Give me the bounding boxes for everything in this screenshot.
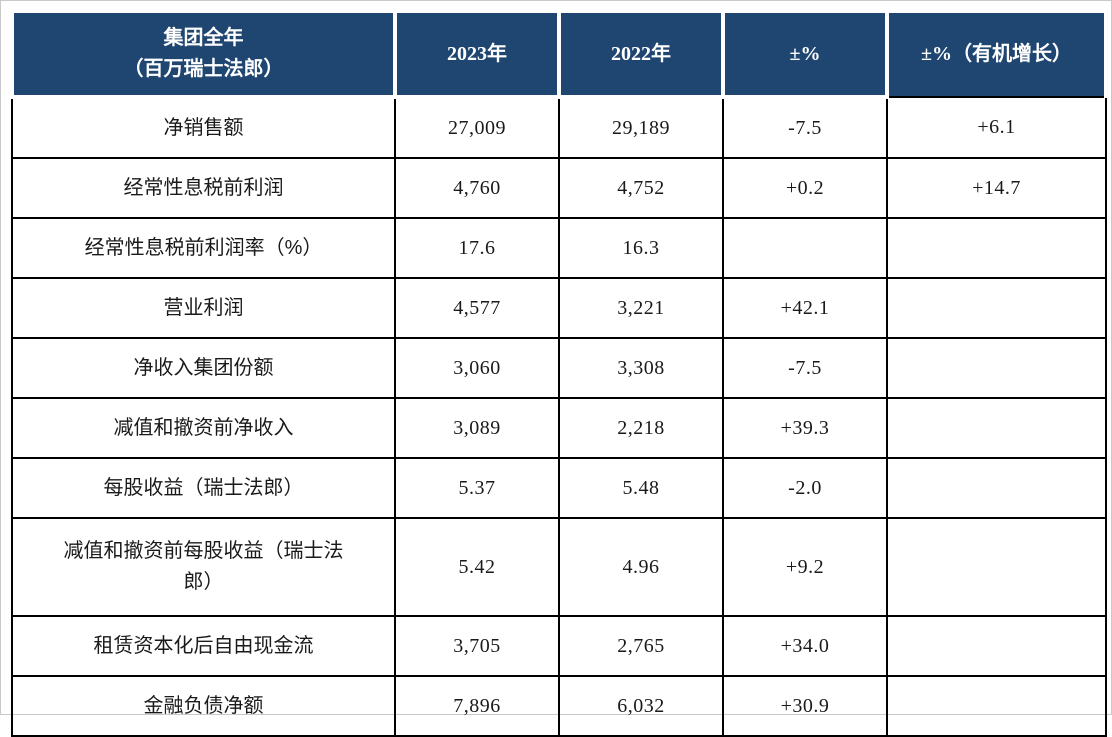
value-change-pct: +42.1 xyxy=(722,277,888,339)
group-financials-table: 集团全年 （百万瑞士法郎） 2023年 2022年 ±% ±%（有机增长） 净销… xyxy=(10,9,1108,737)
row-label: 减值和撤资前每股收益（瑞士法郎） xyxy=(11,517,396,617)
table-row-recurring-ebit: 经常性息税前利润 4,760 4,752 +0.2 +14.7 xyxy=(11,157,1107,219)
table-header-row: 集团全年 （百万瑞士法郎） 2023年 2022年 ±% ±%（有机增长） xyxy=(10,9,1108,99)
table-row-net-financial-debt: 金融负债净额 7,896 6,032 +30.9 xyxy=(11,675,1107,737)
table-row-free-cash-flow: 租赁资本化后自由现金流 3,705 2,765 +34.0 xyxy=(11,615,1107,677)
table-row-eps: 每股收益（瑞士法郎） 5.37 5.48 -2.0 xyxy=(11,457,1107,519)
table-row-net-income-before-impairment: 减值和撤资前净收入 3,089 2,218 +39.3 xyxy=(11,397,1107,459)
value-2023: 27,009 xyxy=(394,96,560,159)
value-change-pct: +9.2 xyxy=(722,517,888,617)
value-2023: 4,577 xyxy=(394,277,560,339)
value-organic xyxy=(886,397,1107,459)
value-2022: 2,765 xyxy=(558,615,724,677)
value-organic xyxy=(886,517,1107,617)
row-label: 租赁资本化后自由现金流 xyxy=(11,615,396,677)
header-organic-growth: ±%（有机增长） xyxy=(885,9,1108,98)
table-row-recurring-ebit-margin: 经常性息税前利润率（%） 17.6 16.3 xyxy=(11,217,1107,279)
value-2023: 5.37 xyxy=(394,457,560,519)
value-change-pct: -2.0 xyxy=(722,457,888,519)
table-row-eps-before-impairment: 减值和撤资前每股收益（瑞士法郎） 5.42 4.96 +9.2 xyxy=(11,517,1107,617)
row-label: 经常性息税前利润 xyxy=(11,157,396,219)
value-2022: 16.3 xyxy=(558,217,724,279)
value-change-pct: -7.5 xyxy=(722,337,888,399)
value-2023: 17.6 xyxy=(394,217,560,279)
value-2022: 29,189 xyxy=(558,96,724,159)
value-organic xyxy=(886,675,1107,737)
value-2023: 3,060 xyxy=(394,337,560,399)
header-year-2022: 2022年 xyxy=(557,9,725,99)
row-label: 营业利润 xyxy=(11,277,396,339)
value-2023: 4,760 xyxy=(394,157,560,219)
header-metric: 集团全年 （百万瑞士法郎） xyxy=(10,9,397,99)
row-label-text: 净收入集团份额 xyxy=(133,356,274,379)
row-label: 净销售额 xyxy=(11,96,396,159)
row-label-text: 减值和撤资前净收入 xyxy=(113,416,294,439)
value-2023: 7,896 xyxy=(394,675,560,737)
value-2022: 3,308 xyxy=(558,337,724,399)
row-label-text: 租赁资本化后自由现金流 xyxy=(93,634,314,657)
row-label-text: 减值和撤资前每股收益（瑞士法郎） xyxy=(63,540,344,593)
value-organic: +14.7 xyxy=(886,157,1107,219)
row-label-text: 金融负债净额 xyxy=(143,694,264,717)
value-2023: 3,705 xyxy=(394,615,560,677)
value-change-pct: +39.3 xyxy=(722,397,888,459)
value-2023: 3,089 xyxy=(394,397,560,459)
value-organic xyxy=(886,457,1107,519)
row-label: 净收入集团份额 xyxy=(11,337,396,399)
row-label: 减值和撤资前净收入 xyxy=(11,397,396,459)
value-organic xyxy=(886,615,1107,677)
row-label: 每股收益（瑞士法郎） xyxy=(11,457,396,519)
value-2022: 3,221 xyxy=(558,277,724,339)
value-change-pct xyxy=(722,217,888,279)
value-organic xyxy=(886,337,1107,399)
value-change-pct: +34.0 xyxy=(722,615,888,677)
row-label: 金融负债净额 xyxy=(11,675,396,737)
value-change-pct: +0.2 xyxy=(722,157,888,219)
value-2022: 2,218 xyxy=(558,397,724,459)
row-label-text: 经常性息税前利润 xyxy=(123,176,284,199)
value-organic xyxy=(886,277,1107,339)
row-label-text: 净销售额 xyxy=(163,116,244,139)
header-year-2023: 2023年 xyxy=(393,9,561,99)
value-2022: 6,032 xyxy=(558,675,724,737)
value-organic: +6.1 xyxy=(886,96,1107,159)
value-change-pct: +30.9 xyxy=(722,675,888,737)
value-2023: 5.42 xyxy=(394,517,560,617)
header-change-pct: ±% xyxy=(721,9,889,99)
table-row-net-income-group-share: 净收入集团份额 3,060 3,308 -7.5 xyxy=(11,337,1107,399)
row-label: 经常性息税前利润率（%） xyxy=(11,217,396,279)
value-2022: 4,752 xyxy=(558,157,724,219)
table-row-net-sales: 净销售额 27,009 29,189 -7.5 +6.1 xyxy=(11,96,1107,159)
row-label-text: 营业利润 xyxy=(163,296,244,319)
value-change-pct: -7.5 xyxy=(722,96,888,159)
row-label-text: 每股收益（瑞士法郎） xyxy=(103,476,304,499)
value-2022: 5.48 xyxy=(558,457,724,519)
value-organic xyxy=(886,217,1107,279)
row-label-text: 经常性息税前利润率（%） xyxy=(84,236,323,259)
table-row-operating-profit: 营业利润 4,577 3,221 +42.1 xyxy=(11,277,1107,339)
value-2022: 4.96 xyxy=(558,517,724,617)
